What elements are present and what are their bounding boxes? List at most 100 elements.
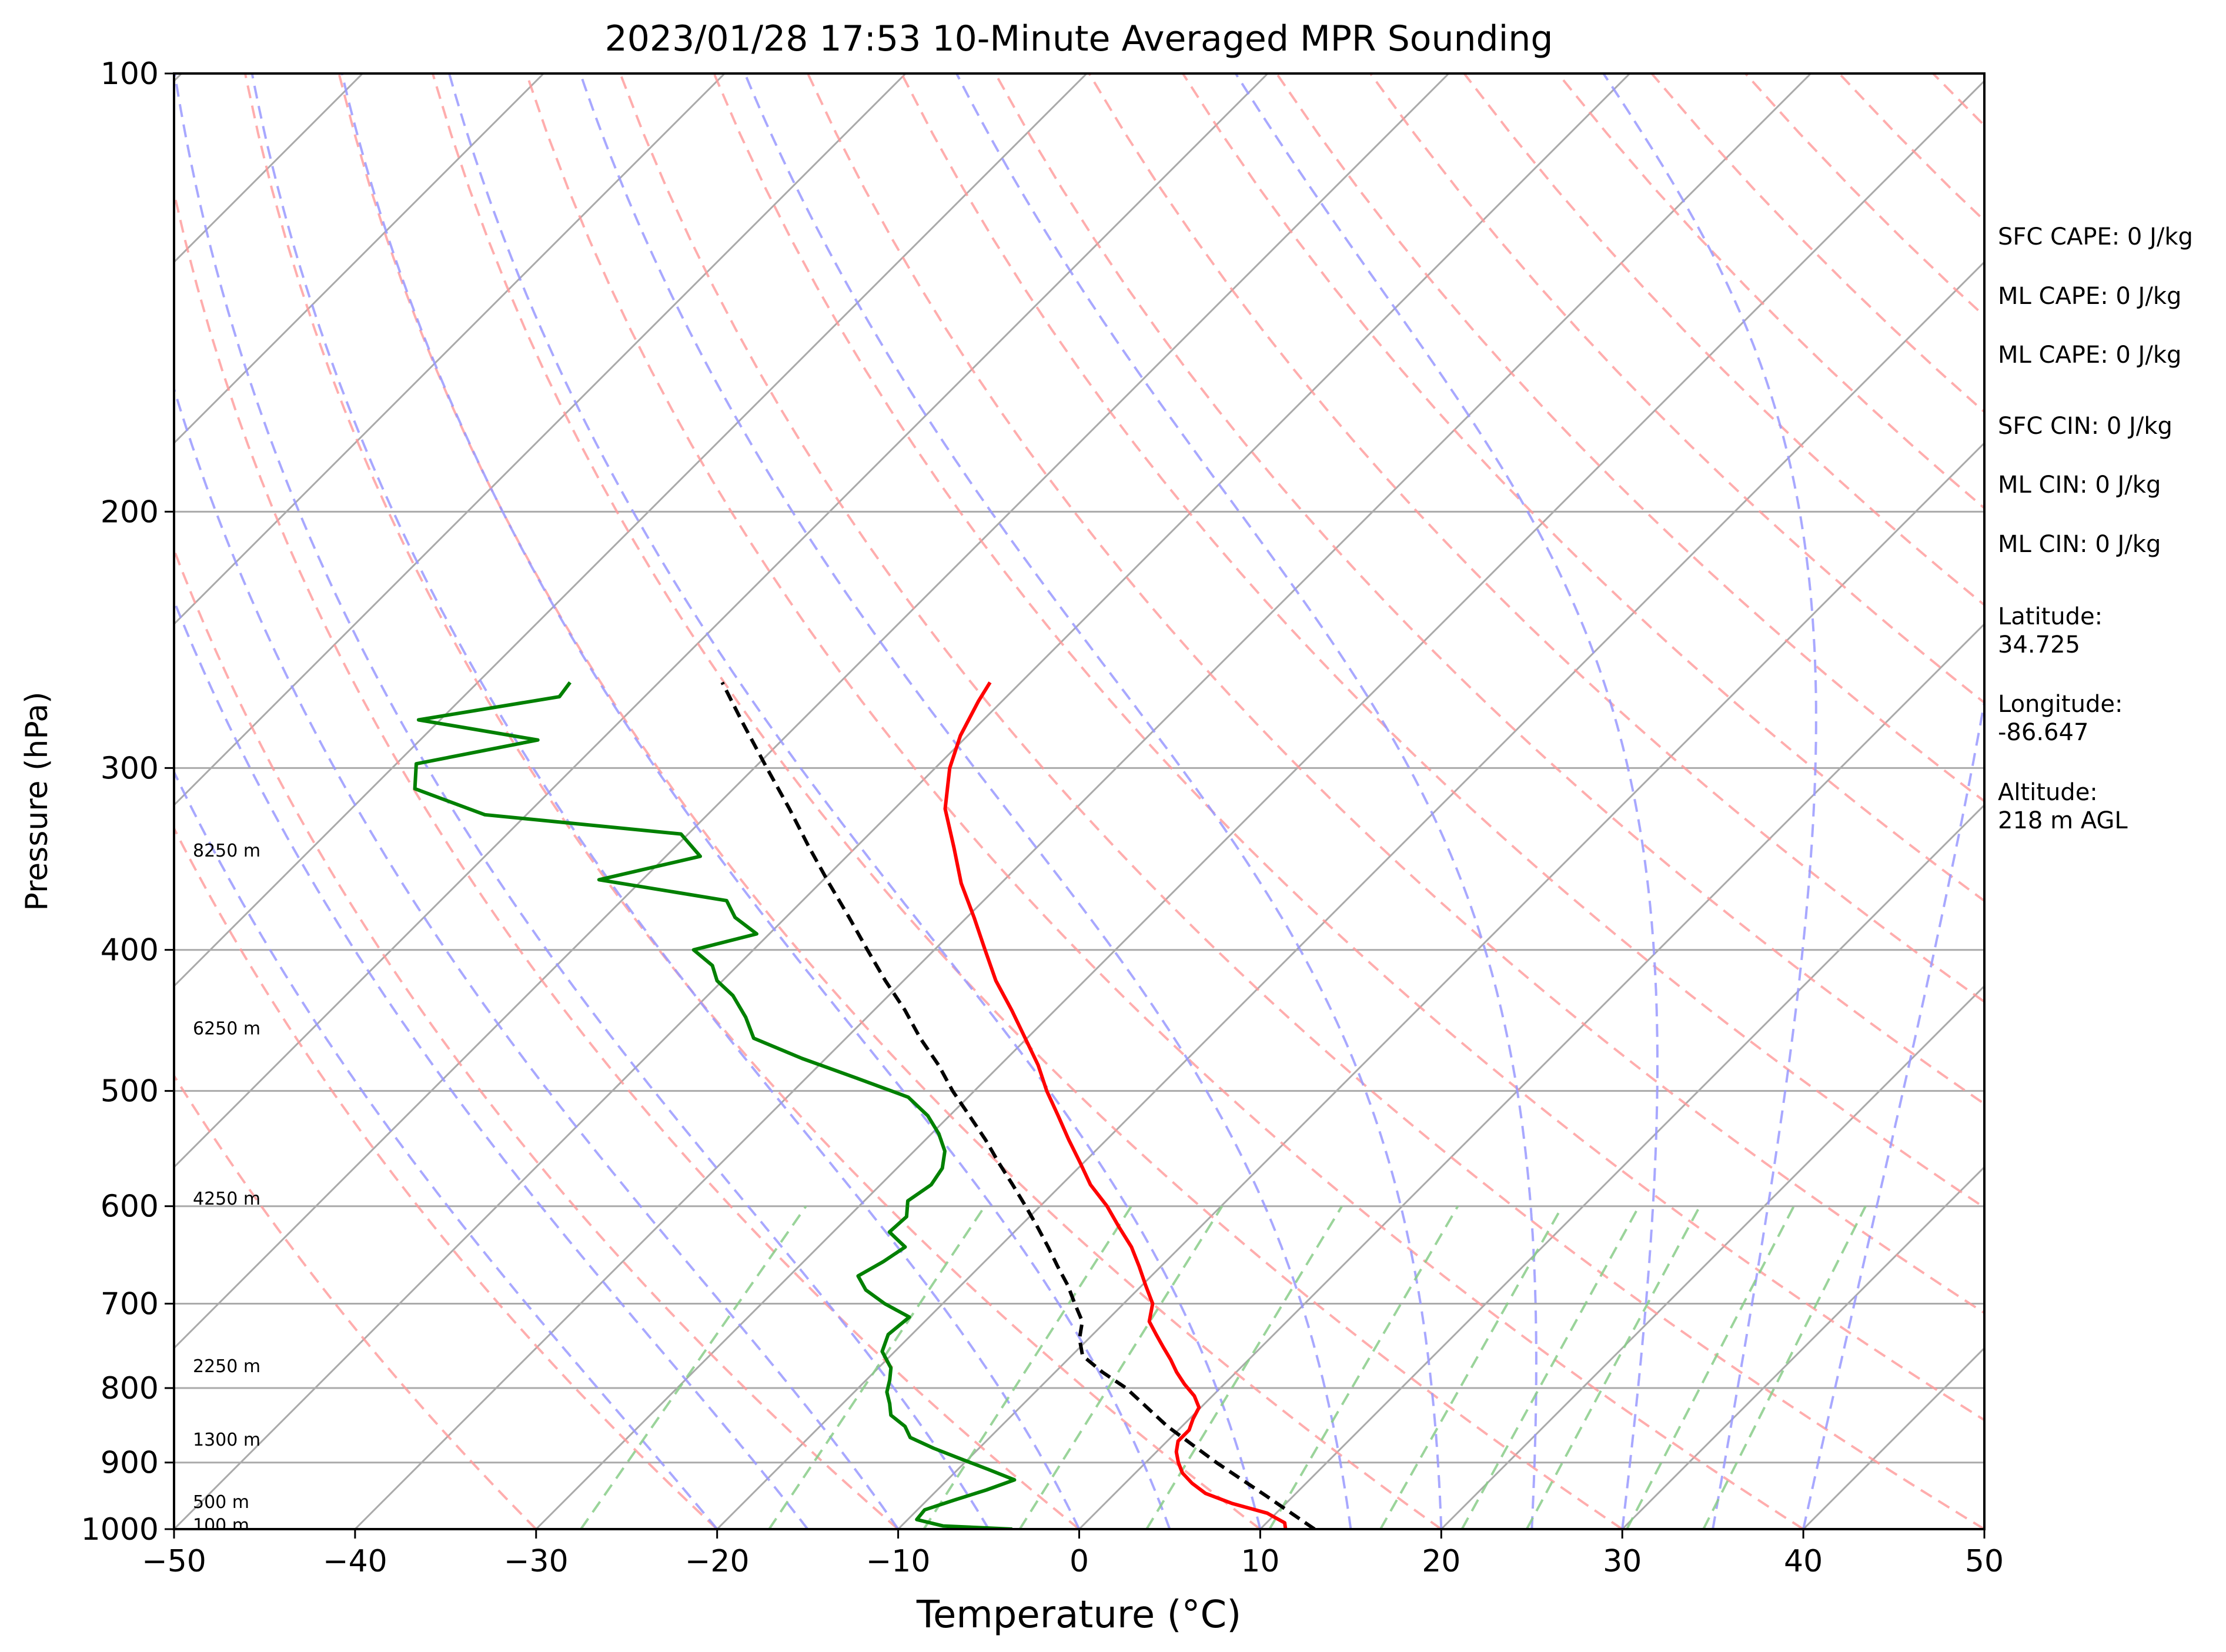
dry-adiabat-line — [243, 73, 1261, 1529]
latitude-value: 34.725 — [1998, 631, 2080, 658]
mixing-ratio-line — [1145, 1205, 1343, 1529]
moist-adiabat-line — [250, 73, 1081, 1529]
mixing-ratio-line — [1268, 1205, 1459, 1529]
moist-adiabat-line — [579, 73, 1352, 1529]
isotherm-line — [174, 73, 1088, 988]
isotherm-line — [174, 73, 1631, 1529]
x-tick-label: −50 — [142, 1544, 206, 1579]
x-tick-label: 10 — [1241, 1544, 1279, 1579]
isotherm-line — [174, 73, 1269, 1169]
altitude-label: Altitude: — [1998, 779, 2098, 806]
dry-adiabat-line — [994, 73, 1984, 1106]
dry-adiabat-line — [806, 73, 1984, 1315]
mixing-ratio-line — [768, 1205, 986, 1529]
height-label: 6250 m — [193, 1018, 260, 1039]
x-tick-label: −30 — [504, 1544, 569, 1579]
isotherm-line — [535, 79, 1984, 1529]
y-tick-label: 200 — [101, 494, 159, 530]
dry-adiabat-line — [619, 73, 1984, 1529]
latitude-label: Latitude: — [1998, 603, 2103, 630]
mixing-ratio-line — [1379, 1205, 1563, 1529]
mixing-ratio-line — [580, 1205, 807, 1529]
y-tick-label: 100 — [101, 56, 159, 92]
dry-adiabat-line — [713, 73, 1984, 1422]
moist-adiabat-line — [1802, 695, 1984, 1529]
moist-adiabats — [174, 73, 1984, 1529]
dry-adiabat-line — [1369, 73, 1984, 704]
sounding-traces — [413, 681, 1316, 1529]
moist-adiabat-line — [174, 385, 900, 1529]
y-axis-label: Pressure (hPa) — [19, 692, 55, 911]
x-tick-label: 20 — [1422, 1544, 1460, 1579]
y-tick-label: 300 — [101, 751, 159, 786]
x-axis-ticks: −50 −40 −30 −20 −10 0 10 20 30 40 50 — [142, 1529, 2004, 1579]
height-label: 500 m — [193, 1492, 249, 1513]
y-tick-label: 700 — [101, 1286, 159, 1322]
y-tick-label: 400 — [101, 933, 159, 968]
x-tick-label: −40 — [323, 1544, 387, 1579]
height-labels: 8250 m 6250 m 4250 m 2250 m 1300 m 500 m 100 m — [193, 841, 260, 1536]
isotherm-line — [174, 73, 1450, 1350]
height-label: 8250 m — [193, 841, 260, 861]
moist-adiabat-line — [955, 73, 1538, 1529]
isotherm-line — [354, 73, 1811, 1529]
ml-cape-text: ML CAPE: 0 J/kg — [1998, 283, 2181, 310]
y-tick-label: 900 — [101, 1446, 159, 1481]
temperature-trace — [943, 681, 1288, 1529]
dewpoint-trace — [413, 681, 1017, 1529]
isotherm-line — [174, 73, 726, 626]
dry-adiabat-line — [174, 546, 899, 1529]
x-tick-label: 50 — [1965, 1544, 2004, 1579]
dry-adiabat-line — [174, 188, 1080, 1529]
isotherm-line — [897, 442, 1984, 1529]
moist-adiabat-line — [174, 769, 718, 1529]
x-tick-label: 30 — [1603, 1544, 1642, 1579]
ml-cin-text: ML CIN: 0 J/kg — [1998, 531, 2161, 558]
parcel-trace — [720, 681, 1316, 1529]
isotherm-line — [716, 260, 1984, 1529]
isotherm-line — [1440, 985, 1984, 1529]
isotherm-line — [1078, 623, 1984, 1529]
dry-adiabat-line — [1182, 73, 1984, 902]
stats-panel: SFC CAPE: 0 J/kg ML CAPE: 0 J/kg ML CAPE… — [1998, 223, 2193, 834]
isotherm-line — [174, 73, 544, 444]
height-label: 1300 m — [193, 1430, 260, 1450]
ml-cape-text: ML CAPE: 0 J/kg — [1998, 342, 2181, 369]
mixing-ratio-line — [1018, 1205, 1224, 1529]
x-tick-label: −10 — [866, 1544, 931, 1579]
isotherm-line — [1622, 1166, 1984, 1529]
moist-adiabat-line — [744, 73, 1443, 1529]
x-axis-label: Temperature (°C) — [916, 1593, 1241, 1637]
ml-cin-text: ML CIN: 0 J/kg — [1998, 471, 2161, 499]
height-label: 2250 m — [193, 1356, 260, 1377]
isotherm-grid — [174, 73, 1984, 1529]
dry-adiabat-line — [900, 73, 1984, 1209]
moist-adiabat-line — [174, 73, 990, 1529]
dry-adiabat-line — [174, 825, 718, 1529]
sfc-cape-text: SFC CAPE: 0 J/kg — [1998, 223, 2193, 250]
chart-title: 2023/01/28 17:53 10-Minute Averaged MPR … — [605, 18, 1553, 59]
x-tick-label: 0 — [1069, 1544, 1089, 1579]
dry-adiabat-line — [525, 73, 1804, 1529]
sfc-cin-text: SFC CIN: 0 J/kg — [1998, 413, 2172, 440]
y-tick-label: 500 — [101, 1074, 159, 1109]
x-tick-label: 40 — [1784, 1544, 1823, 1579]
height-label: 100 m — [193, 1516, 249, 1536]
longitude-label: Longitude: — [1998, 691, 2123, 718]
dry-adiabat-line — [431, 73, 1623, 1529]
altitude-value: 218 m AGL — [1998, 807, 2128, 834]
moist-adiabat-line — [1602, 73, 1817, 1529]
isobar-grid — [174, 510, 1984, 1464]
dry-adiabats — [174, 73, 1984, 1529]
mixing-ratio-lines — [580, 1205, 1867, 1529]
y-axis-ticks: 100 200 300 400 500 600 700 800 900 1000 — [81, 56, 174, 1547]
moist-adiabat-line — [174, 597, 809, 1529]
moist-adiabat-line — [340, 73, 1171, 1529]
y-tick-label: 1000 — [81, 1512, 159, 1547]
y-tick-label: 800 — [101, 1371, 159, 1406]
moist-adiabat-line — [1235, 73, 1659, 1529]
moist-adiabat-line — [448, 73, 1262, 1529]
height-label: 4250 m — [193, 1189, 260, 1209]
